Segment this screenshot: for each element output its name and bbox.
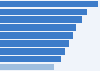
Bar: [0, 56, 61, 62]
Bar: [0, 48, 65, 55]
Bar: [0, 16, 82, 23]
Bar: [0, 9, 87, 15]
Bar: [0, 1, 98, 7]
Bar: [0, 64, 54, 70]
Bar: [0, 40, 69, 47]
Bar: [0, 32, 73, 39]
Bar: [0, 24, 76, 31]
